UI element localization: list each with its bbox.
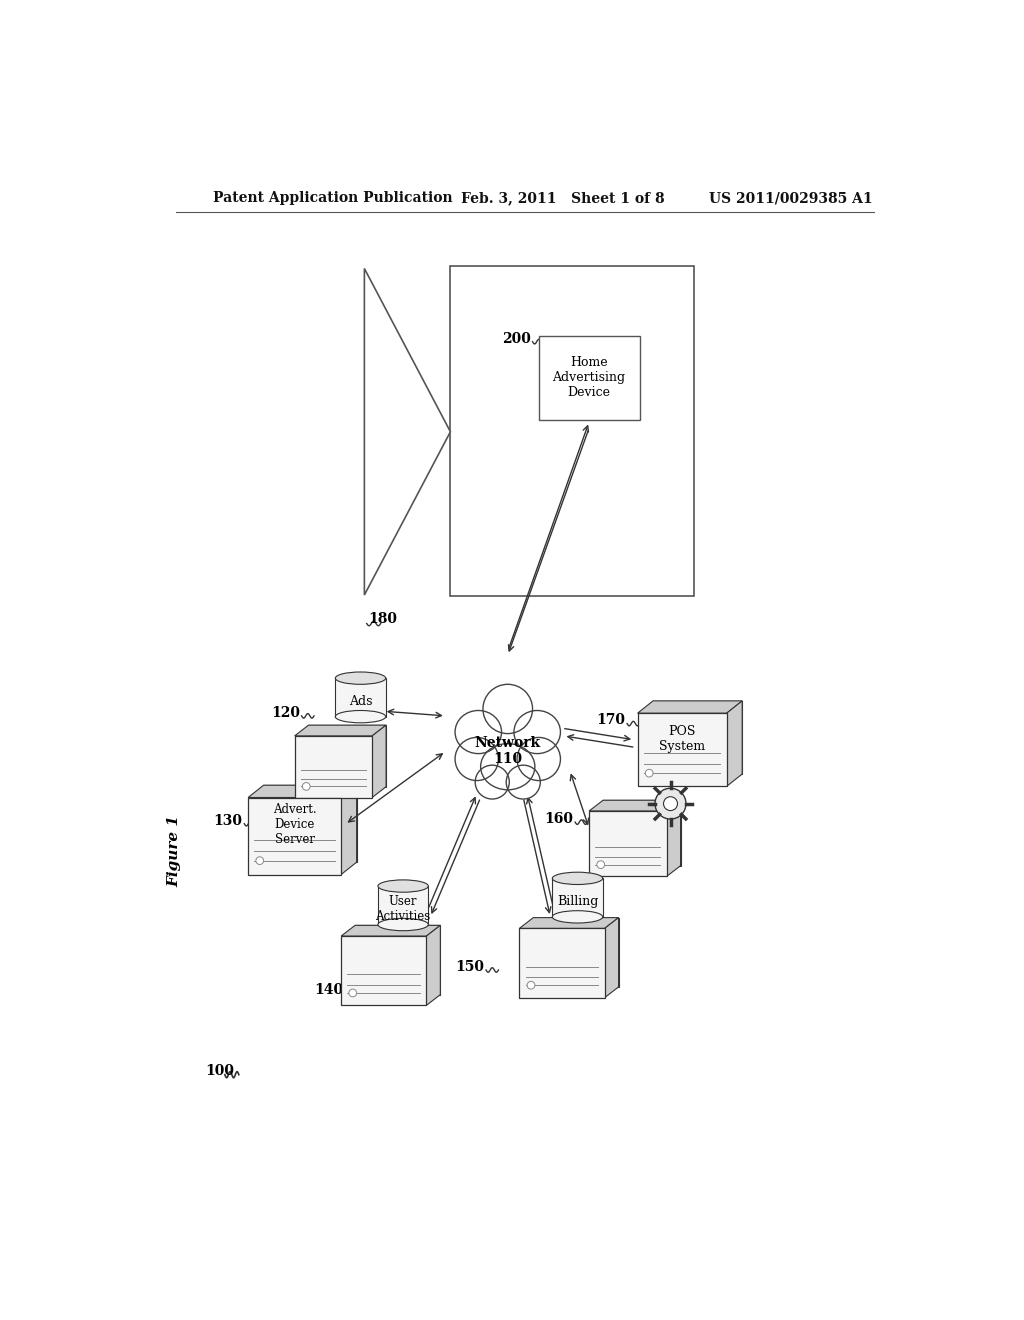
Polygon shape — [604, 917, 618, 998]
Text: Network
110: Network 110 — [475, 737, 541, 767]
Ellipse shape — [335, 672, 386, 684]
Polygon shape — [295, 737, 372, 797]
Polygon shape — [552, 878, 603, 917]
Polygon shape — [667, 800, 681, 876]
Circle shape — [302, 783, 310, 791]
Text: Home
Advertising
Device: Home Advertising Device — [553, 356, 626, 400]
Circle shape — [645, 770, 653, 777]
Polygon shape — [295, 725, 386, 737]
Polygon shape — [638, 701, 742, 713]
Polygon shape — [450, 267, 693, 595]
Text: User
Activities: User Activities — [376, 895, 431, 923]
Polygon shape — [248, 785, 356, 797]
Text: Billing: Billing — [557, 895, 598, 908]
Text: Patent Application Publication: Patent Application Publication — [213, 191, 453, 206]
Text: 180: 180 — [369, 612, 397, 626]
Text: Ads: Ads — [349, 694, 373, 708]
Polygon shape — [519, 917, 618, 928]
Polygon shape — [263, 785, 356, 862]
Polygon shape — [519, 928, 604, 998]
Polygon shape — [372, 725, 386, 797]
Ellipse shape — [475, 766, 509, 799]
Text: US 2011/0029385 A1: US 2011/0029385 A1 — [710, 191, 872, 206]
Text: 160: 160 — [545, 812, 573, 826]
Polygon shape — [638, 713, 727, 787]
Text: Figure 1: Figure 1 — [168, 816, 181, 887]
Text: 200: 200 — [502, 333, 531, 346]
Text: 170: 170 — [597, 714, 626, 727]
Circle shape — [527, 981, 535, 989]
Polygon shape — [308, 725, 386, 787]
Ellipse shape — [552, 873, 603, 884]
Circle shape — [655, 788, 686, 818]
Polygon shape — [426, 925, 440, 1006]
Text: Feb. 3, 2011   Sheet 1 of 8: Feb. 3, 2011 Sheet 1 of 8 — [461, 191, 665, 206]
Ellipse shape — [480, 743, 535, 789]
Polygon shape — [589, 800, 681, 810]
Ellipse shape — [517, 738, 560, 780]
Polygon shape — [727, 701, 742, 787]
Polygon shape — [355, 925, 440, 995]
Circle shape — [349, 989, 356, 997]
Ellipse shape — [378, 919, 428, 931]
Ellipse shape — [514, 710, 560, 754]
Ellipse shape — [552, 911, 603, 923]
Polygon shape — [341, 925, 440, 936]
Circle shape — [256, 857, 263, 865]
Text: POS
System: POS System — [659, 725, 706, 752]
Ellipse shape — [455, 710, 502, 754]
Polygon shape — [248, 797, 341, 874]
Ellipse shape — [483, 684, 532, 734]
Text: 120: 120 — [271, 706, 300, 719]
Text: 130: 130 — [214, 813, 243, 828]
Polygon shape — [378, 886, 428, 924]
Polygon shape — [589, 810, 667, 876]
Text: 150: 150 — [456, 960, 484, 974]
Text: 140: 140 — [314, 983, 343, 997]
Polygon shape — [653, 701, 742, 774]
Text: Advert.
Device
Server: Advert. Device Server — [272, 803, 316, 846]
Polygon shape — [539, 335, 640, 420]
Ellipse shape — [506, 766, 541, 799]
Polygon shape — [335, 678, 386, 717]
Polygon shape — [365, 268, 451, 595]
Polygon shape — [341, 936, 426, 1006]
Circle shape — [597, 861, 604, 869]
Text: 100: 100 — [205, 1064, 233, 1078]
Polygon shape — [341, 785, 356, 874]
Ellipse shape — [455, 738, 499, 780]
Polygon shape — [603, 800, 681, 866]
Ellipse shape — [335, 710, 386, 723]
Ellipse shape — [378, 880, 428, 892]
Polygon shape — [534, 917, 618, 987]
Circle shape — [664, 797, 678, 810]
